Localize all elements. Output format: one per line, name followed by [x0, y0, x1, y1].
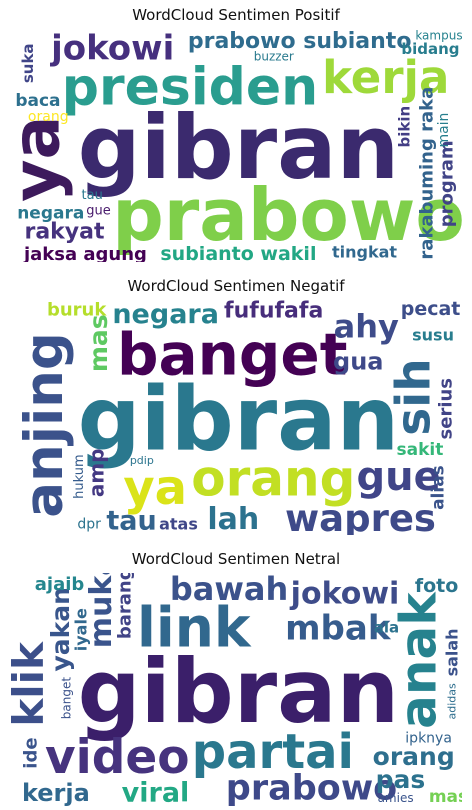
wordcloud-word: amies	[378, 791, 414, 805]
wordcloud-word: alias	[429, 465, 449, 510]
wordcloud-word: ahy	[334, 307, 399, 345]
wordcloud-word: banget	[59, 677, 73, 720]
wordcloud-word: barang	[115, 573, 136, 639]
wordcloud-word: jokowi	[49, 29, 174, 68]
wordcloud-word: prabowo	[226, 768, 397, 806]
wordcloud-word: klik	[10, 641, 53, 727]
wordcloud-word: negara	[17, 204, 84, 224]
wordcloud-word: kerja	[22, 779, 90, 806]
wordcloud-word: hukum	[72, 454, 87, 499]
wordcloud-word: gua	[333, 347, 383, 375]
wordcloud-word: buzzer	[254, 50, 294, 64]
wordcloud-word: lah	[207, 502, 259, 535]
wordcloud-word: prabowo subianto	[188, 29, 412, 54]
wordcloud-word: adidas	[445, 683, 458, 720]
wordcloud-word: buruk	[47, 300, 107, 321]
wordcloud-word: foto	[415, 575, 458, 597]
wordcloud-word: gue	[86, 204, 111, 219]
wordcloud-word: pdip	[130, 454, 154, 467]
wordcloud-word: tau	[82, 188, 103, 203]
wordcloud-word: anjing	[14, 332, 75, 518]
wordcloud-word: amp	[84, 448, 108, 497]
wordcloud-word: gibran	[78, 96, 400, 199]
wordcloud-word: mas	[429, 787, 462, 806]
wordcloud-word: serius	[435, 378, 456, 440]
wordcloud-word: main	[436, 113, 452, 148]
wordcloud-word: gibran	[78, 367, 400, 470]
wordcloud-word: rakyat	[24, 220, 105, 245]
wordcloud-word: tau	[106, 505, 156, 535]
wordcloud-word: orang	[191, 449, 355, 507]
wordcloud-word: yakan	[46, 587, 75, 671]
wordcloud-word: bidang	[401, 40, 459, 58]
wordcloud-word: ajaib	[35, 574, 85, 595]
wordcloud-word: ala	[374, 618, 399, 636]
wordcloud-word: atas	[159, 514, 198, 533]
wordcloud-word: video	[45, 730, 190, 785]
wordcloud-word: viral	[122, 777, 190, 806]
wordcloud-word: wapres	[285, 497, 436, 535]
wordcloud-word: gibran	[78, 640, 400, 743]
chart-title-negatif: WordCloud Sentimen Negatif	[127, 277, 345, 295]
wordcloud-word: kerja	[322, 51, 449, 104]
wordcloud-word: subianto wakil	[160, 243, 316, 262]
wordcloud-word: mas	[84, 314, 113, 372]
wordcloud-word: salah	[443, 628, 462, 676]
wordcloud-word: program	[437, 140, 458, 227]
wordcloud-word: gue	[357, 454, 441, 500]
wordcloud-negatif-panel: WordCloud Sentimen Negatif gibran banget a…	[0, 270, 472, 538]
wordcloud-positif-panel: WordCloud Sentimen Positif gibran prabowo…	[0, 0, 472, 268]
wordcloud-word: muka	[84, 573, 119, 648]
wordcloud-word: kampus	[415, 29, 462, 43]
wordcloud-word: orang	[373, 742, 455, 771]
wordcloud-word: ide	[21, 737, 42, 768]
wordcloud-word: banget	[117, 321, 348, 389]
wordcloud-word: pas	[376, 765, 426, 794]
wordcloud-word: tingkat	[332, 243, 397, 262]
wordcloud-netral-panel: WordCloud Sentimen Netral gibran link anak…	[0, 540, 472, 810]
wordcloud-word: susu	[412, 326, 454, 345]
chart-title-positif: WordCloud Sentimen Positif	[132, 6, 340, 24]
wordcloud-word: suka	[19, 43, 37, 83]
wordcloud-word: link	[137, 595, 252, 659]
wordcloud-word: anak	[390, 591, 448, 729]
wordcloud-word: orang	[28, 109, 69, 125]
wordcloud-word: partai	[192, 724, 354, 780]
wordcloud-word: bawah	[170, 573, 288, 608]
wordcloud-word: jaksa agung	[23, 244, 147, 262]
wordcloud-word: baca	[15, 91, 60, 111]
wordcloud-word: ipknya	[405, 731, 452, 747]
wordcloud-word: rakabuming raka	[417, 87, 438, 260]
wordcloud-word: ya	[10, 116, 75, 202]
wordcloud-word: mbak	[285, 608, 392, 648]
wordcloud-word: dpr	[77, 517, 101, 533]
wordcloud-word: iyale	[71, 608, 90, 651]
wordcloud-word: pecat	[401, 299, 461, 320]
wordcloud-word: sih	[386, 358, 441, 436]
chart-title-netral: WordCloud Sentimen Netral	[131, 550, 341, 568]
wordcloud-word: jokowi	[290, 577, 400, 612]
wordcloud-word: prabowo	[112, 173, 462, 257]
wordcloud-word: sakit	[396, 440, 443, 460]
wordcloud-word: bikin	[395, 106, 413, 148]
wordcloud-word: negara	[112, 299, 219, 330]
wordcloud-word: ya	[123, 460, 187, 516]
wordcloud-word: presiden	[62, 57, 318, 117]
wordcloud-word: fufufafa	[224, 299, 323, 323]
